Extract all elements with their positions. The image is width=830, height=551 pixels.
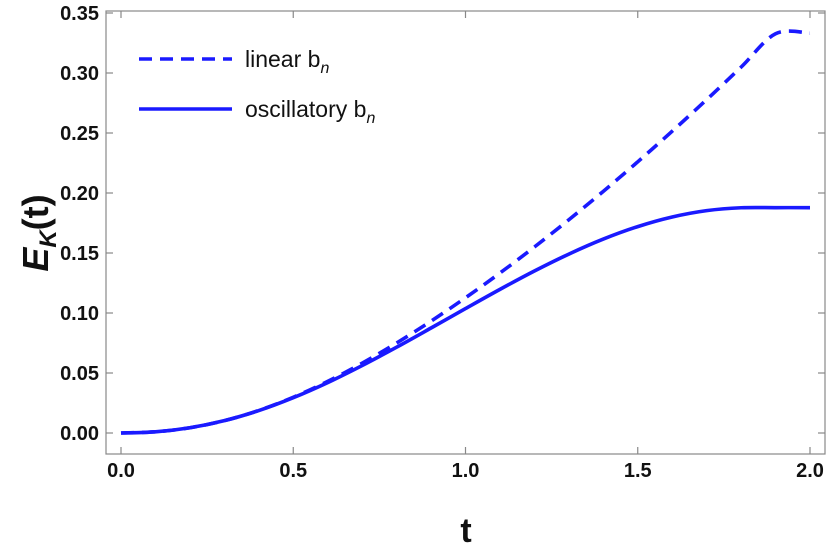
series-line-oscillatory — [120, 205, 811, 435]
y-tick: 0.10 — [60, 303, 825, 325]
svg-text:oscillatory bn: oscillatory bn — [245, 96, 375, 127]
y-tick-label: 0.30 — [60, 63, 99, 85]
y-axis-label-main: E — [15, 247, 56, 272]
y-tick: 0.25 — [60, 123, 825, 145]
x-axis-label: t — [460, 512, 471, 550]
y-tick: 0.35 — [60, 3, 825, 25]
svg-text:linear bn: linear bn — [245, 46, 329, 77]
y-tick-label: 0.15 — [60, 243, 99, 265]
legend-label-linear-sub: n — [320, 60, 329, 77]
y-tick: 0.15 — [60, 243, 825, 265]
y-tick-label: 0.10 — [60, 303, 99, 325]
series-layer — [120, 29, 811, 435]
y-ticks: 0.00 0.05 0.10 0.15 0.20 0.25 0.30 0.35 — [60, 3, 825, 445]
y-tick: 0.20 — [60, 183, 825, 205]
x-tick-label: 1.5 — [624, 460, 652, 482]
y-tick: 0.05 — [60, 363, 825, 385]
y-tick: 0.30 — [60, 63, 825, 85]
legend-label-oscillatory: oscillatory b — [245, 96, 366, 122]
y-axis-label-rest: (t) — [15, 194, 56, 230]
svg-text:EK(t): EK(t) — [15, 194, 62, 271]
x-tick-label: 0.5 — [279, 460, 307, 482]
x-tick: 0.5 — [279, 11, 307, 482]
y-tick-label: 0.25 — [60, 123, 99, 145]
x-tick: 2.0 — [796, 11, 824, 482]
y-axis-label: EK(t) — [15, 194, 62, 271]
legend-item-oscillatory: oscillatory bn — [139, 96, 375, 127]
plot-frame — [105, 10, 826, 455]
x-tick-label: 1.0 — [452, 460, 480, 482]
y-tick-label: 0.00 — [60, 423, 99, 445]
x-tick: 0.0 — [107, 11, 135, 482]
y-tick-label: 0.20 — [60, 183, 99, 205]
legend-label-oscillatory-sub: n — [366, 110, 375, 127]
y-axis-label-sub: K — [35, 229, 62, 248]
x-tick: 1.0 — [452, 11, 480, 482]
x-tick: 1.5 — [624, 11, 652, 482]
legend-item-linear: linear bn — [139, 46, 329, 77]
legend-label-linear: linear b — [245, 46, 320, 72]
y-tick-label: 0.35 — [60, 3, 99, 25]
x-tick-label: 0.0 — [107, 460, 135, 482]
series-line-linear — [120, 29, 811, 435]
y-tick: 0.00 — [60, 423, 825, 445]
x-ticks: 0.0 0.5 1.0 1.5 2.0 — [107, 11, 824, 482]
legend: linear bn oscillatory bn — [139, 46, 375, 127]
x-tick-label: 2.0 — [796, 460, 824, 482]
y-tick-label: 0.05 — [60, 363, 99, 385]
